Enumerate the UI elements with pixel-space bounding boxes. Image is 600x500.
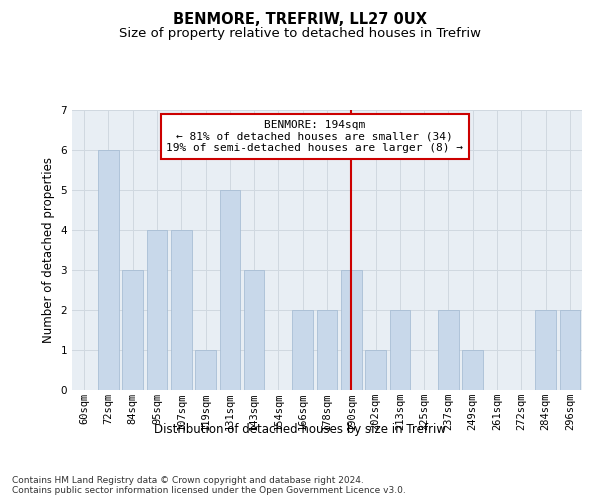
Bar	[463, 350, 483, 390]
Bar	[341, 270, 362, 390]
Y-axis label: Number of detached properties: Number of detached properties	[42, 157, 55, 343]
Bar	[195, 350, 216, 390]
Bar	[365, 350, 386, 390]
Text: Size of property relative to detached houses in Trefriw: Size of property relative to detached ho…	[119, 28, 481, 40]
Bar	[438, 310, 459, 390]
Bar	[292, 310, 313, 390]
Bar	[560, 310, 580, 390]
Text: BENMORE: 194sqm
← 81% of detached houses are smaller (34)
19% of semi-detached h: BENMORE: 194sqm ← 81% of detached houses…	[166, 120, 463, 153]
Bar	[535, 310, 556, 390]
Bar	[244, 270, 265, 390]
Text: BENMORE, TREFRIW, LL27 0UX: BENMORE, TREFRIW, LL27 0UX	[173, 12, 427, 28]
Text: Distribution of detached houses by size in Trefriw: Distribution of detached houses by size …	[154, 422, 446, 436]
Bar	[317, 310, 337, 390]
Bar	[171, 230, 191, 390]
Bar	[220, 190, 240, 390]
Bar	[122, 270, 143, 390]
Bar	[389, 310, 410, 390]
Bar	[146, 230, 167, 390]
Bar	[98, 150, 119, 390]
Text: Contains HM Land Registry data © Crown copyright and database right 2024.
Contai: Contains HM Land Registry data © Crown c…	[12, 476, 406, 495]
